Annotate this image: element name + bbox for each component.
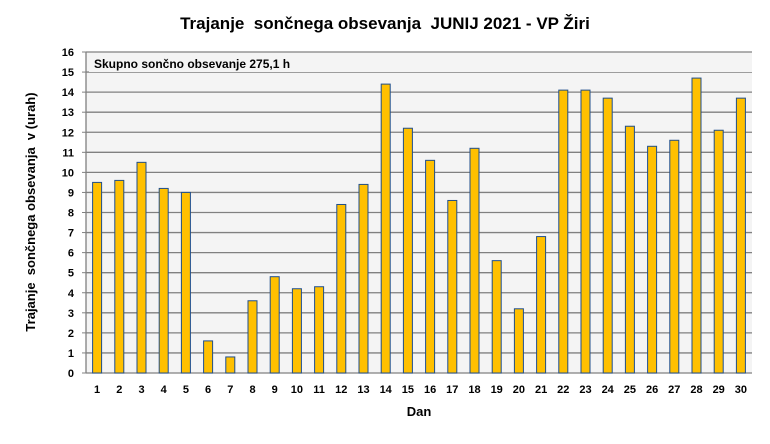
bar-day-18 [469, 147, 480, 374]
y-tick-label: 16 [62, 47, 74, 59]
x-tick-label: 7 [227, 384, 233, 396]
bar-day-8 [247, 300, 258, 374]
y-tick-label: 2 [68, 328, 74, 340]
x-tick-label: 20 [513, 384, 525, 396]
x-tick-label: 12 [335, 384, 347, 396]
x-tick-label: 11 [313, 384, 325, 396]
bar-day-4 [158, 187, 169, 374]
bar-day-9 [269, 276, 280, 374]
bar-day-28 [691, 77, 702, 374]
chart-title: Trajanje sončnega obsevanja JUNIJ 2021 -… [180, 14, 590, 33]
x-tick-label: 21 [535, 384, 547, 396]
y-tick-label: 1 [68, 348, 74, 360]
x-tick-label: 17 [446, 384, 458, 396]
y-tick-label: 8 [68, 208, 74, 220]
x-tick-label: 6 [205, 384, 211, 396]
bar-day-30 [735, 97, 746, 374]
bar-day-13 [358, 183, 369, 374]
x-tick-label: 24 [602, 384, 615, 396]
x-tick-label: 13 [357, 384, 369, 396]
bar-day-16 [425, 159, 436, 374]
x-tick-label: 10 [291, 384, 303, 396]
bar-day-23 [580, 89, 591, 374]
bar-day-2 [114, 179, 125, 374]
x-tick-label: 23 [579, 384, 591, 396]
y-tick-label: 5 [68, 268, 74, 280]
total-annotation: Skupno sončno obsevanje 275,1 h [94, 57, 290, 71]
bar-day-12 [336, 203, 347, 374]
bar-day-20 [513, 308, 524, 374]
bar-day-15 [402, 127, 413, 374]
x-tick-label: 3 [138, 384, 144, 396]
x-tick-label: 18 [468, 384, 480, 396]
x-tick-label: 27 [668, 384, 680, 396]
bar-day-22 [558, 89, 569, 374]
x-tick-label: 30 [735, 384, 747, 396]
bar-day-19 [491, 260, 502, 374]
bar-day-6 [203, 340, 214, 374]
annotation-box [89, 54, 752, 72]
x-tick-label: 29 [713, 384, 725, 396]
bar-day-1 [92, 181, 103, 374]
x-tick-label: 1 [94, 384, 100, 396]
x-tick-label: 26 [646, 384, 658, 396]
bar-day-10 [291, 288, 302, 374]
x-tick-label: 8 [249, 384, 255, 396]
y-tick-label: 0 [68, 368, 74, 380]
x-tick-label: 5 [183, 384, 189, 396]
y-tick-label: 9 [68, 187, 74, 199]
x-tick-label: 14 [380, 384, 393, 396]
x-axis-label: Dan [407, 404, 432, 419]
bar-day-24 [602, 97, 613, 374]
x-tick-label: 19 [491, 384, 503, 396]
x-tick-label: 15 [402, 384, 414, 396]
bar-day-17 [447, 199, 458, 374]
bar-day-5 [180, 191, 191, 374]
x-tick-label: 4 [161, 384, 168, 396]
y-tick-label: 6 [68, 248, 74, 260]
y-tick-label: 15 [62, 67, 74, 79]
x-tick-label: 9 [272, 384, 278, 396]
bar-day-25 [624, 125, 635, 374]
y-tick-label: 10 [62, 167, 74, 179]
bar-day-29 [713, 129, 724, 374]
bar-day-3 [136, 161, 147, 374]
x-tick-label: 25 [624, 384, 636, 396]
bar-day-27 [669, 139, 680, 374]
y-tick-label: 7 [68, 228, 74, 240]
bar-day-26 [647, 145, 658, 374]
x-tick-label: 28 [690, 384, 702, 396]
x-tick-label: 2 [116, 384, 122, 396]
y-tick-label: 4 [68, 288, 75, 300]
bar-day-14 [380, 83, 391, 374]
y-axis-label: Trajanje sončnega obsevanja v (urah) [23, 92, 38, 331]
y-tick-label: 13 [62, 107, 74, 119]
bar-day-7 [225, 356, 236, 374]
x-tick-label: 16 [424, 384, 436, 396]
y-tick-label: 14 [62, 87, 75, 99]
x-tick-label: 22 [557, 384, 569, 396]
y-tick-label: 12 [62, 127, 74, 139]
bar-day-21 [536, 236, 547, 374]
y-tick-label: 11 [62, 147, 74, 159]
bar-day-11 [314, 286, 325, 374]
y-tick-label: 3 [68, 308, 74, 320]
